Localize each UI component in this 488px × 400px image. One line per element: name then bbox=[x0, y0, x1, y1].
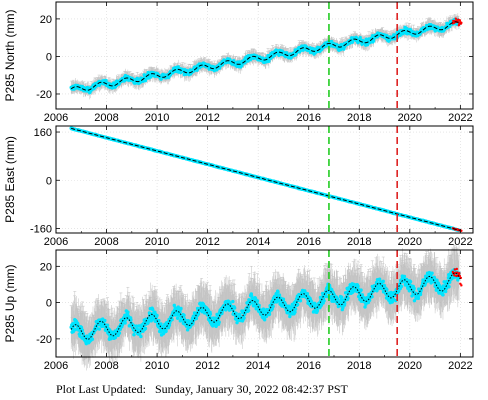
data-point bbox=[285, 51, 289, 55]
chart-panel-1: 2006 2008 2010 2012 2014 2016 2018 2020 2022 -20 0… bbox=[3, 1, 474, 124]
y-axis-label: P285 North (mm) bbox=[3, 9, 17, 101]
model-line bbox=[70, 21, 461, 91]
plot-frame bbox=[55, 1, 474, 110]
recent-point bbox=[454, 17, 458, 20]
x-tick-label: 2016 bbox=[296, 112, 320, 124]
data-point bbox=[135, 76, 139, 81]
data-point bbox=[232, 59, 236, 63]
data-point bbox=[143, 78, 148, 83]
recent-point bbox=[458, 19, 462, 22]
x-tick-label: 2006 bbox=[44, 112, 68, 124]
x-tick-label: 2018 bbox=[347, 112, 371, 124]
y-tick-label: -20 bbox=[36, 89, 52, 101]
data-point bbox=[159, 77, 163, 81]
x-tick-label: 2012 bbox=[195, 112, 219, 124]
x-tick-label: 2022 bbox=[448, 112, 472, 124]
x-tick-label: 2020 bbox=[398, 112, 422, 124]
x-tick-label: 2010 bbox=[145, 112, 169, 124]
plot-area bbox=[56, 2, 473, 109]
x-tick-label: 2008 bbox=[94, 112, 118, 124]
y-tick-label: 20 bbox=[40, 14, 52, 26]
x-tick-label: 2014 bbox=[246, 112, 270, 124]
recent-point bbox=[460, 21, 463, 25]
y-tick-label: 0 bbox=[46, 51, 52, 63]
data-point bbox=[215, 68, 219, 72]
chart-panel-2: 2006 2008 2010 2012 2014 2016 2018 2020 2022-160… bbox=[3, 125, 474, 248]
data-point bbox=[371, 39, 376, 43]
